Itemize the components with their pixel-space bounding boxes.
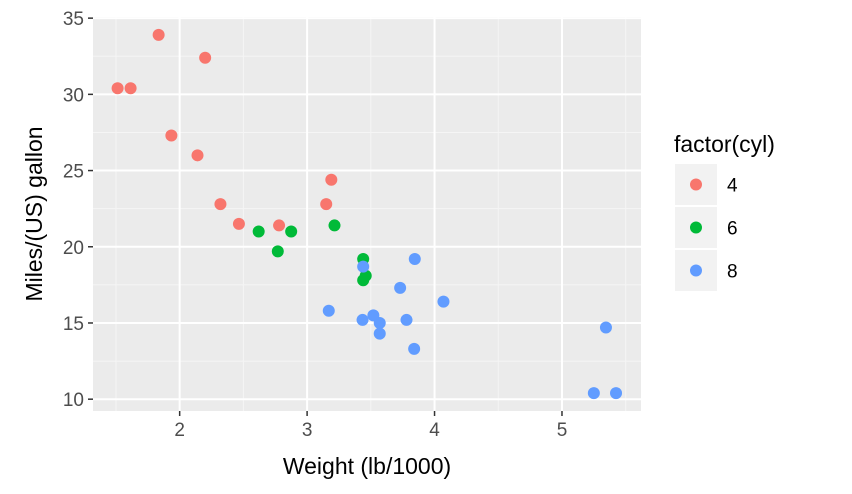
y-tick-label: 30 xyxy=(63,85,84,106)
legend-label-4: 4 xyxy=(727,176,738,197)
major-gridlines xyxy=(93,17,641,411)
point-cyl-4 xyxy=(152,28,165,41)
point-cyl-8 xyxy=(356,313,369,326)
x-tick-label: 3 xyxy=(302,420,313,441)
point-cyl-6 xyxy=(285,225,298,238)
legend-swatch-8 xyxy=(690,264,702,277)
point-cyl-4 xyxy=(325,173,338,186)
point-cyl-4 xyxy=(191,149,204,162)
x-axis-title: Weight (lb/1000) xyxy=(283,453,451,479)
axes: 2 3 4 5 10 15 20 25 30 35 xyxy=(63,9,567,441)
y-axis-title: Miles/(US) gallon xyxy=(21,126,47,301)
point-cyl-8 xyxy=(599,321,612,334)
point-cyl-6 xyxy=(252,225,265,238)
point-cyl-4 xyxy=(214,198,227,211)
point-cyl-4 xyxy=(124,82,137,95)
legend-swatch-6 xyxy=(690,221,702,234)
y-tick-label: 20 xyxy=(63,238,84,259)
point-cyl-6 xyxy=(357,274,370,287)
minor-gridlines xyxy=(93,17,641,411)
y-tick-label: 10 xyxy=(63,390,84,411)
point-cyl-8 xyxy=(408,252,421,265)
point-cyl-4 xyxy=(111,82,124,95)
point-cyl-4 xyxy=(232,217,245,230)
point-cyl-4 xyxy=(273,219,286,232)
y-tick-label: 15 xyxy=(63,314,84,335)
point-cyl-4 xyxy=(165,129,178,142)
point-cyl-8 xyxy=(587,387,600,400)
point-cyl-8 xyxy=(357,260,370,273)
legend: factor(cyl) 4 6 8 xyxy=(674,131,775,291)
x-tick-label: 5 xyxy=(557,420,568,441)
point-cyl-8 xyxy=(394,281,407,294)
y-tick-label: 35 xyxy=(63,9,84,30)
legend-title: factor(cyl) xyxy=(674,131,775,157)
data-points xyxy=(111,28,623,400)
legend-swatch-4 xyxy=(690,178,702,191)
point-cyl-4 xyxy=(199,51,212,64)
point-cyl-8 xyxy=(373,327,386,340)
point-cyl-8 xyxy=(610,387,623,400)
point-cyl-6 xyxy=(271,245,284,258)
point-cyl-6 xyxy=(328,219,341,232)
x-tick-label: 2 xyxy=(174,420,185,441)
point-cyl-8 xyxy=(400,313,413,326)
legend-label-6: 6 xyxy=(727,219,738,240)
y-tick-label: 25 xyxy=(63,162,84,183)
point-cyl-8 xyxy=(373,316,386,329)
legend-label-8: 8 xyxy=(727,262,738,283)
point-cyl-8 xyxy=(322,304,335,317)
point-cyl-4 xyxy=(320,198,333,211)
point-cyl-8 xyxy=(437,295,450,308)
x-tick-label: 4 xyxy=(429,420,440,441)
point-cyl-8 xyxy=(408,342,421,355)
plot-panel xyxy=(93,17,641,411)
